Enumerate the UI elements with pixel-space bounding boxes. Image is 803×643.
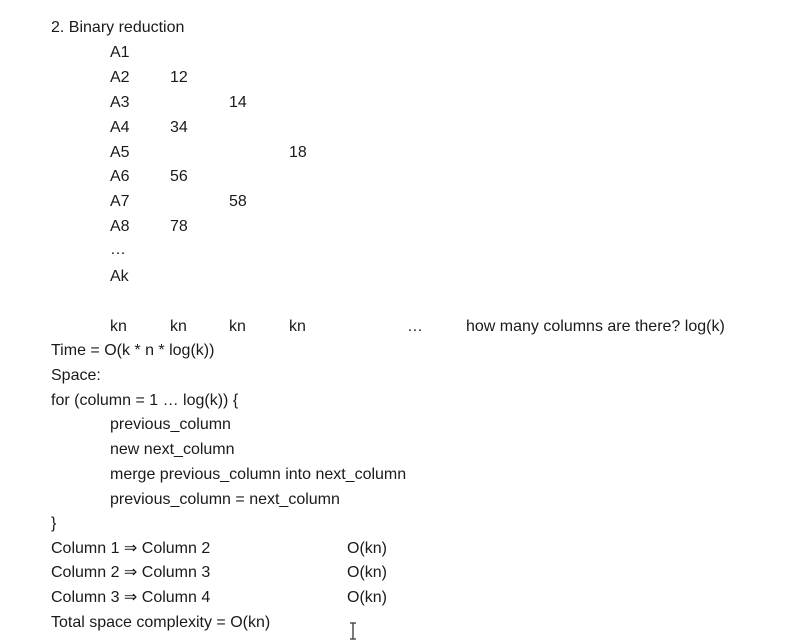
space-label: Space: [51, 367, 101, 384]
code-for-line: for (column = 1 … log(k)) { [51, 392, 239, 409]
transition-cost: O(kn) [347, 589, 387, 606]
row-value: 14 [229, 94, 247, 111]
row-label: … [110, 241, 126, 258]
row-label: A8 [110, 218, 130, 235]
time-complexity: Time = O(k * n * log(k)) [51, 342, 215, 359]
column-size: kn [170, 318, 187, 335]
row-value: 56 [170, 168, 188, 185]
code-line: merge previous_column into next_column [110, 466, 407, 483]
total-space-complexity: Total space complexity = O(kn) [51, 614, 271, 631]
column-size: kn [229, 318, 246, 335]
transition-label: Column 1 ⇒ Column 2 [51, 540, 211, 557]
row-value: 12 [170, 69, 188, 86]
row-label: Ak [110, 268, 129, 285]
column-size: kn [110, 318, 127, 335]
row-label: A5 [110, 144, 130, 161]
transition-label: Column 2 ⇒ Column 3 [51, 564, 211, 581]
text-cursor-icon [350, 622, 356, 640]
code-close-brace: } [51, 515, 57, 532]
transition-cost: O(kn) [347, 564, 387, 581]
code-line: previous_column [110, 416, 231, 433]
code-line: previous_column = next_column [110, 491, 340, 508]
transition-cost: O(kn) [347, 540, 387, 557]
column-size: kn [289, 318, 306, 335]
code-line: new next_column [110, 441, 235, 458]
column-ellipsis: … [407, 318, 423, 335]
row-label: A2 [110, 69, 130, 86]
transition-label: Column 3 ⇒ Column 4 [51, 589, 211, 606]
row-value: 58 [229, 193, 247, 210]
row-label: A7 [110, 193, 130, 210]
heading: 2. Binary reduction [51, 19, 185, 36]
row-label: A6 [110, 168, 130, 185]
row-value: 34 [170, 119, 188, 136]
row-label: A4 [110, 119, 130, 136]
row-label: A3 [110, 94, 130, 111]
column-question: how many columns are there? log(k) [466, 318, 725, 335]
row-label: A1 [110, 44, 130, 61]
row-value: 78 [170, 218, 188, 235]
row-value: 18 [289, 144, 307, 161]
